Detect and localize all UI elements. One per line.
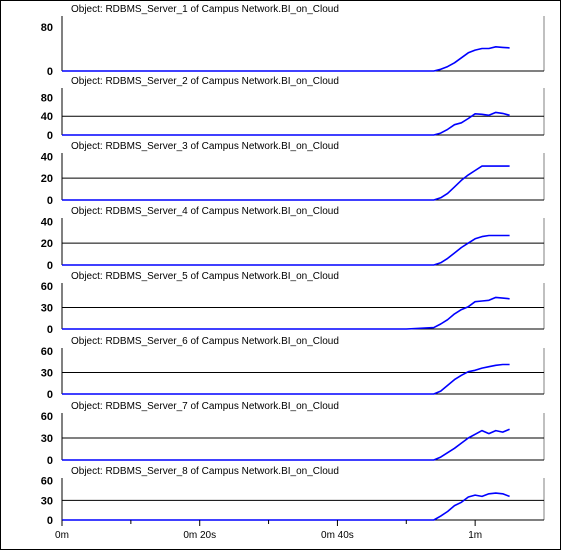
panel-8-ytick-0: 0 bbox=[47, 515, 53, 527]
panel-8-series-line bbox=[62, 492, 510, 521]
panel-8-ytick-60: 60 bbox=[41, 476, 53, 488]
panel-5-ytick-60: 60 bbox=[41, 281, 53, 293]
panel-5-ytick-0: 0 bbox=[47, 324, 53, 336]
panel-6-ytick-60: 60 bbox=[41, 346, 53, 358]
panel-2-ytick-80: 80 bbox=[41, 92, 53, 104]
panel-8-title: Object: RDBMS_Server_8 of Campus Network… bbox=[71, 466, 339, 477]
panel-7-ytick-0: 0 bbox=[47, 455, 53, 467]
panel-2-series-line bbox=[62, 111, 510, 136]
panel-6-series-line bbox=[62, 363, 510, 395]
x-tick-label: 0m 20s bbox=[183, 530, 216, 541]
panel-3-series-line bbox=[62, 165, 510, 201]
panel-2-ytick-0: 0 bbox=[47, 130, 53, 142]
panel-4-ytick-0: 0 bbox=[47, 260, 53, 272]
panel-7-ytick-30: 30 bbox=[41, 433, 53, 445]
panel-4-title: Object: RDBMS_Server_4 of Campus Network… bbox=[71, 206, 339, 217]
panel-6-ytick-30: 30 bbox=[41, 367, 53, 379]
panel-8-ytick-30: 30 bbox=[41, 495, 53, 507]
panel-7-series-line bbox=[62, 428, 510, 461]
panel-1-title: Object: RDBMS_Server_1 of Campus Network… bbox=[71, 4, 339, 15]
x-tick-label: 0m 40s bbox=[321, 530, 354, 541]
panel-3-ytick-20: 20 bbox=[41, 173, 53, 185]
panel-4-series-line bbox=[62, 234, 510, 266]
panel-1-ytick-0: 0 bbox=[47, 66, 53, 78]
panel-1-ytick-80: 80 bbox=[41, 22, 53, 34]
panel-3-title: Object: RDBMS_Server_3 of Campus Network… bbox=[71, 141, 339, 152]
panel-3-ytick-0: 0 bbox=[47, 195, 53, 207]
panel-7-ytick-60: 60 bbox=[41, 411, 53, 423]
panel-1-series-line bbox=[62, 45, 510, 72]
panel-5-title: Object: RDBMS_Server_5 of Campus Network… bbox=[71, 271, 339, 282]
x-tick-label: 0m bbox=[55, 530, 69, 541]
panel-6-title: Object: RDBMS_Server_6 of Campus Network… bbox=[71, 336, 339, 347]
panel-4-ytick-20: 20 bbox=[41, 238, 53, 250]
panel-2-ytick-40: 40 bbox=[41, 111, 53, 123]
panel-6-ytick-0: 0 bbox=[47, 389, 53, 401]
panel-3-ytick-40: 40 bbox=[41, 151, 53, 163]
x-tick-label: 1m bbox=[468, 530, 482, 541]
panel-4-ytick-40: 40 bbox=[41, 216, 53, 228]
panel-5-series-line bbox=[62, 296, 510, 330]
panel-7-title: Object: RDBMS_Server_7 of Campus Network… bbox=[71, 401, 339, 412]
panel-2-title: Object: RDBMS_Server_2 of Campus Network… bbox=[71, 76, 339, 87]
panel-5-ytick-30: 30 bbox=[41, 302, 53, 314]
